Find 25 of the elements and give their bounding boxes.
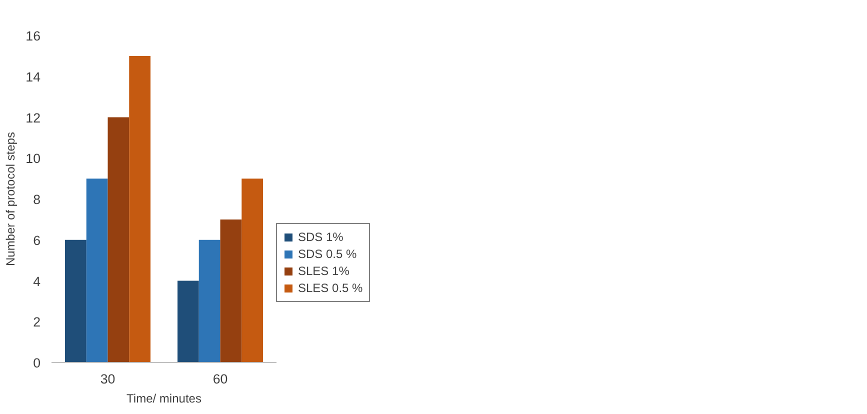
bar [198, 240, 220, 362]
bar [242, 178, 263, 362]
y-tick-label: 10 [26, 151, 41, 166]
y-tick-label: 16 [26, 28, 41, 44]
y-tick-label: 4 [33, 274, 42, 289]
bar [220, 219, 242, 362]
y-tick-label: 14 [26, 69, 42, 84]
y-tick-label: 6 [33, 232, 41, 248]
bar [65, 240, 86, 362]
x-tick-label: 60 [212, 372, 228, 386]
y-tick-label: 8 [33, 192, 41, 207]
y-tick-label: 12 [26, 110, 41, 126]
legend-label: SLES 1% [298, 264, 350, 278]
bar [178, 280, 199, 362]
y-axis-title: Number of protocol steps [4, 132, 18, 266]
y-tick-label: 2 [33, 314, 41, 330]
legend-label: SDS 0.5 % [298, 247, 357, 261]
bar [129, 56, 150, 362]
legend-label: SDS 1% [298, 230, 344, 244]
bar [86, 178, 108, 362]
x-axis-title: Time/ minutes [126, 392, 202, 406]
y-tick-label: 0 [33, 356, 41, 370]
bar [108, 117, 130, 362]
x-tick-label: 30 [100, 372, 116, 386]
legend-label: SLES 0.5 % [298, 281, 363, 295]
